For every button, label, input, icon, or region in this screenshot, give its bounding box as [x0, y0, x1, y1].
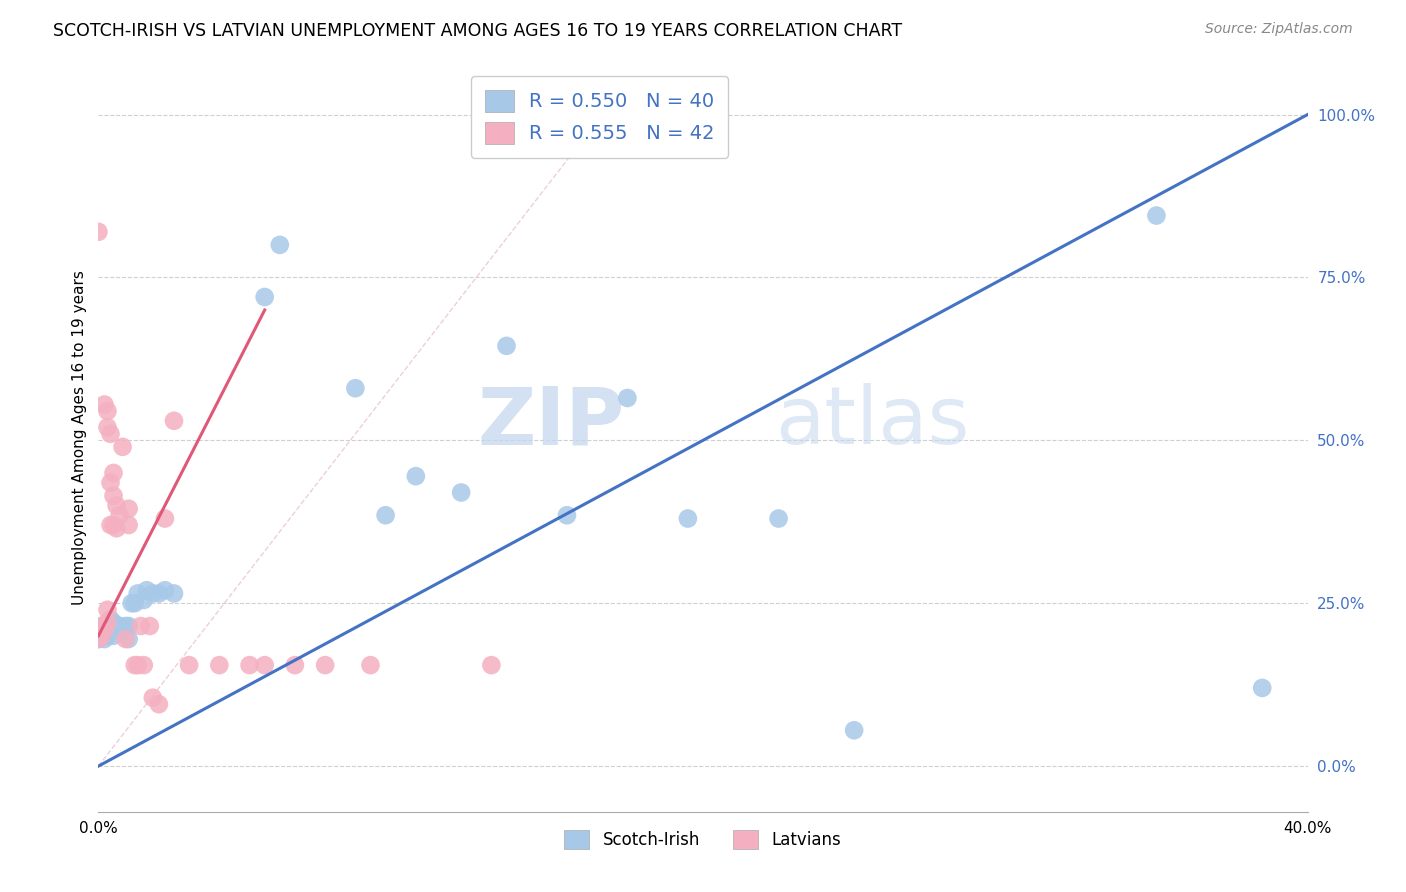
Point — [93, 397, 115, 411]
Point — [153, 583, 176, 598]
Point — [105, 499, 128, 513]
Text: ZIP: ZIP — [477, 383, 624, 461]
Point — [253, 658, 276, 673]
Point — [124, 658, 146, 673]
Point — [163, 414, 186, 428]
Point — [100, 613, 122, 627]
Point — [374, 508, 396, 523]
Point — [132, 593, 155, 607]
Point — [96, 420, 118, 434]
Point — [114, 632, 136, 646]
Point — [163, 586, 186, 600]
Point — [96, 615, 118, 630]
Point — [768, 511, 790, 525]
Point — [93, 619, 115, 633]
Point — [87, 625, 110, 640]
Point — [103, 518, 125, 533]
Point — [111, 622, 134, 636]
Point — [135, 583, 157, 598]
Point — [103, 466, 125, 480]
Point — [108, 619, 131, 633]
Point — [239, 658, 262, 673]
Point — [108, 508, 131, 523]
Point — [118, 632, 141, 646]
Point — [555, 508, 578, 523]
Point — [132, 658, 155, 673]
Point — [124, 596, 146, 610]
Point — [105, 619, 128, 633]
Point — [100, 475, 122, 490]
Point — [103, 489, 125, 503]
Text: SCOTCH-IRISH VS LATVIAN UNEMPLOYMENT AMONG AGES 16 TO 19 YEARS CORRELATION CHART: SCOTCH-IRISH VS LATVIAN UNEMPLOYMENT AMO… — [53, 22, 903, 40]
Point — [103, 629, 125, 643]
Point — [127, 658, 149, 673]
Point — [676, 511, 699, 525]
Point — [96, 404, 118, 418]
Point — [100, 622, 122, 636]
Point — [142, 690, 165, 705]
Y-axis label: Unemployment Among Ages 16 to 19 years: Unemployment Among Ages 16 to 19 years — [72, 269, 87, 605]
Point — [148, 586, 170, 600]
Point — [314, 658, 336, 673]
Point — [405, 469, 427, 483]
Point — [139, 619, 162, 633]
Point — [616, 391, 638, 405]
Point — [153, 511, 176, 525]
Point — [142, 586, 165, 600]
Point — [269, 238, 291, 252]
Point — [93, 622, 115, 636]
Point — [1144, 209, 1167, 223]
Point — [100, 518, 122, 533]
Point — [87, 225, 110, 239]
Point — [90, 629, 112, 643]
Point — [103, 615, 125, 630]
Point — [208, 658, 231, 673]
Point — [114, 619, 136, 633]
Point — [87, 632, 110, 646]
Point — [495, 339, 517, 353]
Point — [844, 723, 866, 738]
Point — [96, 615, 118, 630]
Point — [344, 381, 367, 395]
Point — [96, 603, 118, 617]
Point — [118, 518, 141, 533]
Point — [90, 619, 112, 633]
Point — [148, 697, 170, 711]
Point — [111, 440, 134, 454]
Point — [1251, 681, 1274, 695]
Point — [118, 501, 141, 516]
Point — [118, 619, 141, 633]
Point — [121, 596, 143, 610]
Text: atlas: atlas — [776, 383, 970, 461]
Point — [96, 629, 118, 643]
Point — [90, 629, 112, 643]
Point — [93, 632, 115, 646]
Point — [90, 619, 112, 633]
Text: Source: ZipAtlas.com: Source: ZipAtlas.com — [1205, 22, 1353, 37]
Point — [129, 619, 152, 633]
Point — [100, 426, 122, 441]
Point — [127, 586, 149, 600]
Point — [87, 622, 110, 636]
Point — [360, 658, 382, 673]
Point — [105, 521, 128, 535]
Point — [179, 658, 201, 673]
Point — [253, 290, 276, 304]
Point — [450, 485, 472, 500]
Legend: Scotch-Irish, Latvians: Scotch-Irish, Latvians — [558, 823, 848, 855]
Point — [87, 632, 110, 646]
Point — [481, 658, 503, 673]
Point — [284, 658, 307, 673]
